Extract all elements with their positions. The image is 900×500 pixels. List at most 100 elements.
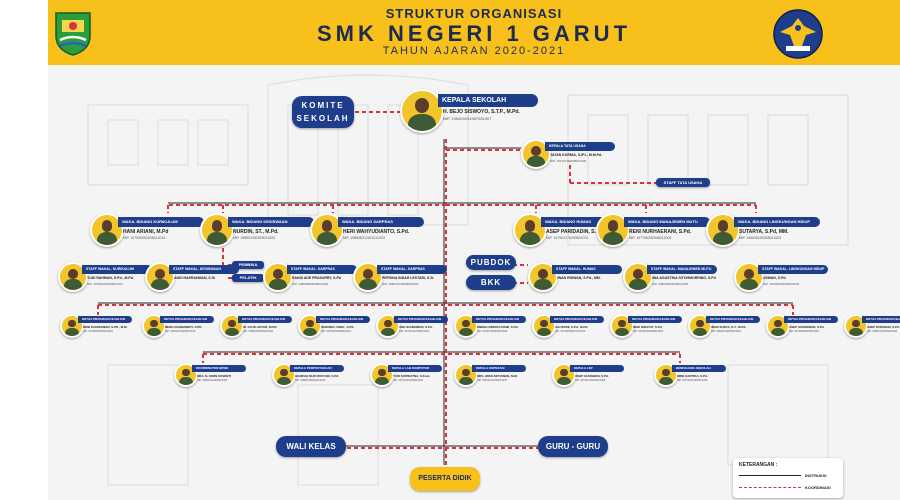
person-nip: NIP. 198102102008012013	[165, 330, 196, 333]
person-name: USEP GUNAWAN, S.Pd.	[575, 374, 609, 378]
person-nip: NIP. 197405262006041007	[789, 330, 820, 333]
person-card: STAFF WAKAL. KESISWAAN ANDI HAERAHMAN, S.…	[145, 262, 241, 292]
role-label: WAKA. BIDANG HUMAS	[541, 217, 627, 227]
role-label: KETUA PROGRAM KEAHLIAN	[784, 316, 838, 323]
person-name: RANSI ADE PRASURRY, S.Pd	[292, 276, 341, 280]
person-card: KETUA PROGRAM KEAHLIAN DEDI HIDAYAT, S.Pd…	[610, 314, 684, 338]
role-label: KETUA PROGRAM KEAHLIAN	[706, 316, 760, 323]
person-card: BENDAHARA SEKOLAH ERNI KARTIKA, S.Pd. NIP.…	[654, 363, 728, 387]
person-nip: NIP. 198004122009011003	[867, 330, 898, 333]
guru-guru-box: GURU - GURU	[538, 436, 608, 457]
role-label: STAFF WAKAL. MANAJEMEN MUTU	[647, 265, 717, 274]
person-card: KETUA PROGRAM KEAHLIAN ID. FAUZI ARYAN, M…	[220, 314, 294, 338]
person-card: STAFF WAKAL. LINGKUNGAN HIDUP USMAN, S.Pd…	[734, 262, 830, 292]
person-photo	[310, 213, 344, 247]
person-card: STAFF WAKAL. SARPRAS RANSI ADE PRASURRY, …	[263, 262, 359, 292]
pembina-box: PEMBINA	[232, 261, 264, 269]
person-nip: NIP. 196604141994032005	[197, 379, 228, 382]
role-label: WAKA. BIDANG MANAJEMEN MUTU	[624, 217, 710, 227]
person-name: HANI ARIANI, M.Pd	[123, 229, 169, 235]
role-label: STAFF WAKAL. HUMAS	[552, 265, 622, 274]
person-card: WAKA. BIDANG LINGKUNGAN HIDUP SUTARYA, S.…	[706, 213, 822, 247]
person-name: USMAN, S.Pd.	[763, 276, 787, 280]
person-photo	[400, 89, 444, 133]
person-photo	[844, 314, 868, 338]
guru-guru-label: GURU - GURU	[545, 442, 601, 451]
jawa-barat-emblem-icon	[55, 12, 91, 56]
person-card: WAKA. BIDANG KURIKULUM HANI ARIANI, M.Pd N…	[90, 213, 206, 247]
person-name: ASEP KURNIADI, S.Pd.	[867, 325, 900, 329]
person-name: NURDIN, ST., M.Pd.	[233, 229, 279, 235]
bkk-label: BKK	[480, 278, 502, 287]
role-label: KETUA PROGRAM KEAHLIAN	[78, 316, 132, 323]
person-nip: NIP. 197905052005012013	[123, 236, 166, 240]
person-card: KEPALA TATA USAHA YAYAN KURNIA, S.IP.I., …	[521, 139, 617, 169]
person-name: IWA AGUSTINA SITOHMORRING, S.Pd	[652, 276, 716, 280]
person-nip: NIP. 197107192005011005	[550, 158, 587, 163]
staff-tata-usaha-label: STAFF TATA USAHA	[663, 180, 703, 185]
person-card: WAKA. BIDANG SARPRAS HERI WAHYUDIANTO, S.…	[310, 213, 426, 247]
person-name: IMAN SURYA, S.T., M.Pd.	[711, 325, 747, 329]
role-label: STAFF WAKAL. LINGKUNGAN HIDUP	[758, 265, 828, 274]
person-card: KETUA PROGRAM KEAHLIAN DENI KURNIAWAN, S.…	[60, 314, 134, 338]
role-label: KETUA PROGRAM KEAHLIAN	[862, 316, 900, 323]
person-name: ASEP PARIDADIN, S.Pd.	[546, 229, 604, 235]
komite-line-1: KOMITE	[301, 101, 345, 110]
person-card: KETUA PROGRAM KEAHLIAN ADE SUHERMAN, S.Pd…	[376, 314, 450, 338]
role-label: WAKA. BIDANG SARPRAS	[338, 217, 424, 227]
role-label: WAKA. BIDANG KESISWAAN	[228, 217, 314, 227]
person-name: ADE SUHERMAN, S.Pd.	[399, 325, 433, 329]
person-nip: NIP. 197709012008012008	[677, 379, 708, 382]
peserta-didik-label: PESERTA DIDIK	[418, 475, 472, 482]
person-name: YUDI SUPRIATNA, S.Kom.	[393, 374, 431, 378]
person-card: KETUA PROGRAM KEAHLIAN ASEP SUHERMAN, S.P…	[766, 314, 840, 338]
person-nip: NIP. 197609142008011004	[633, 330, 664, 333]
person-card: KETUA PROGRAM KEAHLIAN IMAN SURYA, S.T., …	[688, 314, 762, 338]
person-photo	[654, 363, 678, 387]
header-banner: STRUKTUR ORGANISASI SMK NEGERI 1 GARUT T…	[48, 0, 900, 65]
role-label: KEPALA LSP	[570, 365, 624, 372]
role-label: STAFF WAKAL. KURIKULUM	[82, 265, 152, 274]
person-name: DEDI HIDAYAT, S.Pd.	[633, 325, 663, 329]
role-label: KETUA PROGRAM KEAHLIAN	[394, 316, 448, 323]
role-label: KEPALA PERPUSTAKAAN	[290, 365, 344, 372]
person-nip: NIP. 197108252007012010	[555, 330, 586, 333]
person-name: IWAN RIDWAN, S.Pd., MM.	[557, 276, 601, 280]
person-card: WAKA. BIDANG MANAJEMEN MUTU RENI NURHAERA…	[596, 213, 712, 247]
person-card: KETUA PROGRAM KEAHLIAN SUKISNO, SSIKI., S…	[298, 314, 372, 338]
person-nip: NIP. 198201092009011004	[711, 330, 742, 333]
person-nip: NIP. 197904252006041004	[763, 281, 800, 286]
legend-instruksi-line	[739, 475, 801, 476]
person-card: WAKA. BIDANG KESISWAAN NURDIN, ST., M.Pd.…	[200, 213, 316, 247]
person-photo	[298, 314, 322, 338]
person-nip: NIP. 197804192005012006	[477, 330, 508, 333]
person-nip: NIP. 198501052009011003	[233, 236, 276, 240]
person-card: KEPALA KOPERASI DRS. IWAN SETIAWAN, M.M. N…	[454, 363, 528, 387]
wali-kelas-box: WALI KELAS	[276, 436, 346, 457]
pelatih-box: PELATIH	[232, 274, 264, 282]
role-label: KETUA PROGRAM KEAHLIAN	[316, 316, 370, 323]
role-label: KEPALA KOPERASI	[472, 365, 526, 372]
person-card: STAFF WAKAL. KURIKULUM YUDI RAHMAN, S.Pd.…	[58, 262, 154, 292]
person-card: KEPALA PERPUSTAKAAN HANIFAH NUR ROSYADI, …	[272, 363, 346, 387]
person-card: KETUA PROGRAM KEAHLIAN ENENG INDRIYA DEWI…	[454, 314, 528, 338]
role-label: KETUA PROGRAM KEAHLIAN	[550, 316, 604, 323]
person-name: HERI WAHYUDIANTO, S.Pd.	[343, 229, 410, 235]
role-label: KEPALA SEKOLAH	[438, 94, 538, 107]
person-photo	[688, 314, 712, 338]
staff-tata-usaha-box: STAFF TATA USAHA	[656, 178, 710, 187]
person-photo	[200, 213, 234, 247]
person-name: YAYAN KURNIA, S.IP.I., M.M.Pd.	[550, 153, 603, 157]
person-nip: NIP. 197904112006041004	[399, 330, 430, 333]
connector-lines	[97, 111, 794, 465]
legend-instruksi-label: INSTRUKSI	[805, 473, 827, 478]
person-name: SUTARYA, S.Pd, MM.	[739, 229, 789, 235]
chart-area: KOMITE SEKOLAH PUBDOK BKK PEMBINA PELATI…	[48, 65, 900, 500]
peserta-didik-box: PESERTA DIDIK	[410, 467, 480, 491]
person-name: HANIFAH NUR ROSYADI, S.Pd.	[295, 374, 340, 378]
role-label: STAFF WAKAL. SARPRAS	[377, 265, 447, 274]
school-name: SMK NEGERI 1 GARUT	[316, 21, 632, 46]
role-label: KETUA PROGRAM KEAHLIAN	[472, 316, 526, 323]
person-name: DRS. IWAN SETIAWAN, M.M.	[477, 374, 518, 378]
